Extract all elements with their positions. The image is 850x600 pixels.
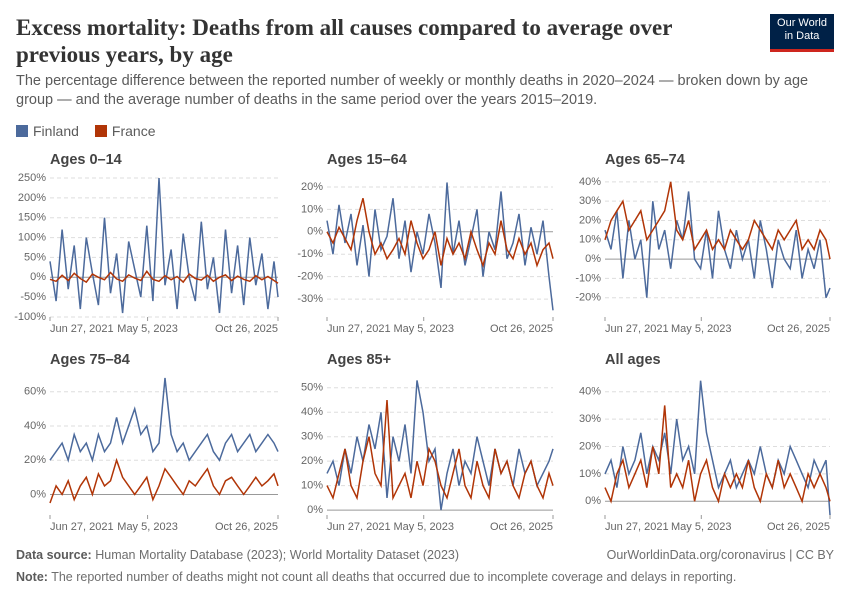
x-tick-label: Oct 26, 2025 <box>767 323 830 335</box>
y-tick-label: 30% <box>301 431 323 443</box>
y-tick-label: 40% <box>579 176 601 188</box>
panel-title: Ages 65–74 <box>605 152 685 168</box>
y-tick-label: 250% <box>18 172 46 184</box>
y-tick-label: -50% <box>20 291 46 303</box>
series-line <box>604 181 831 260</box>
note-text: The reported number of deaths might not … <box>51 570 737 584</box>
y-tick-label: 20% <box>301 455 323 467</box>
legend-item[interactable]: Finland <box>16 123 79 139</box>
y-tick-label: 50% <box>301 382 323 394</box>
logo[interactable]: Our World in Data <box>770 14 834 52</box>
panel-title: All ages <box>605 352 661 368</box>
source-text: Human Mortality Database (2023); World M… <box>95 548 460 562</box>
series-line <box>604 191 831 298</box>
series-line <box>49 457 279 504</box>
x-tick-label: Jun 27, 2021 <box>327 323 391 335</box>
x-tick-label: May 5, 2023 <box>117 521 178 533</box>
series-line <box>604 380 831 516</box>
legend-swatch <box>94 125 107 137</box>
legend-label: France <box>111 123 156 139</box>
y-tick-label: 10% <box>579 234 601 246</box>
series-line <box>326 380 554 511</box>
series-line <box>326 399 554 501</box>
y-tick-label: -20% <box>297 271 323 283</box>
y-tick-label: 20% <box>301 181 323 193</box>
y-tick-label: 0% <box>307 504 323 516</box>
title: Excess mortality: Deaths from all causes… <box>16 15 672 67</box>
x-tick-label: May 5, 2023 <box>393 521 454 533</box>
y-tick-label: 40% <box>579 386 601 398</box>
x-tick-label: Oct 26, 2025 <box>215 323 278 335</box>
x-tick-label: May 5, 2023 <box>393 323 454 335</box>
y-tick-label: 0% <box>30 488 46 500</box>
source-label: Data source: <box>16 548 92 562</box>
source: Data source: Human Mortality Database (2… <box>16 548 459 562</box>
x-tick-label: Oct 26, 2025 <box>490 323 553 335</box>
x-tick-label: Jun 27, 2021 <box>605 521 669 533</box>
y-tick-label: 20% <box>24 454 46 466</box>
x-tick-label: May 5, 2023 <box>671 521 732 533</box>
x-tick-label: Jun 27, 2021 <box>605 323 669 335</box>
y-tick-label: 0% <box>307 226 323 238</box>
y-tick-label: 10% <box>579 468 601 480</box>
y-tick-label: 50% <box>24 251 46 263</box>
y-tick-label: 0% <box>585 253 601 265</box>
y-tick-label: -20% <box>575 292 601 304</box>
x-tick-label: May 5, 2023 <box>117 323 178 335</box>
note-label: Note: <box>16 570 48 584</box>
note: Note: The reported number of deaths migh… <box>16 570 736 584</box>
y-tick-label: 40% <box>301 406 323 418</box>
y-tick-label: -10% <box>297 248 323 260</box>
y-tick-label: 0% <box>585 495 601 507</box>
series-line <box>326 198 554 268</box>
y-tick-label: 10% <box>301 480 323 492</box>
series-line <box>49 177 279 314</box>
y-tick-label: 30% <box>579 413 601 425</box>
y-tick-label: -100% <box>14 311 46 323</box>
x-tick-label: Jun 27, 2021 <box>327 521 391 533</box>
legend-item[interactable]: France <box>94 123 156 139</box>
y-tick-label: 150% <box>18 212 46 224</box>
y-tick-label: 10% <box>301 203 323 215</box>
y-tick-label: 20% <box>579 440 601 452</box>
legend: Finland France <box>16 123 156 139</box>
y-tick-label: 40% <box>24 420 46 432</box>
y-tick-label: 100% <box>18 231 46 243</box>
legend-label: Finland <box>33 123 79 139</box>
x-tick-label: Jun 27, 2021 <box>50 521 114 533</box>
x-tick-label: Oct 26, 2025 <box>215 521 278 533</box>
series-line <box>604 405 831 504</box>
link[interactable]: OurWorldinData.org/coronavirus | CC BY <box>606 548 834 562</box>
x-tick-label: Oct 26, 2025 <box>490 521 553 533</box>
y-tick-label: 0% <box>30 271 46 283</box>
subtitle: The percentage difference between the re… <box>16 73 809 108</box>
series-line <box>49 270 279 284</box>
y-tick-label: 60% <box>24 386 46 398</box>
series-line <box>326 182 554 311</box>
panel-title: Ages 85+ <box>327 352 391 368</box>
y-tick-label: -30% <box>297 293 323 305</box>
panel-title: Ages 0–14 <box>50 152 122 168</box>
x-tick-label: Oct 26, 2025 <box>767 521 830 533</box>
panel-title: Ages 15–64 <box>327 152 407 168</box>
logo-line: in Data <box>784 30 820 42</box>
panel-title: Ages 75–84 <box>50 352 130 368</box>
legend-swatch <box>16 125 28 137</box>
logo-line: Our World <box>777 17 827 29</box>
y-tick-label: 200% <box>18 192 46 204</box>
y-tick-label: -10% <box>575 272 601 284</box>
series-line <box>49 377 279 463</box>
x-tick-label: Jun 27, 2021 <box>50 323 114 335</box>
y-tick-label: 20% <box>579 214 601 226</box>
y-tick-label: 30% <box>579 195 601 207</box>
x-tick-label: May 5, 2023 <box>671 323 732 335</box>
